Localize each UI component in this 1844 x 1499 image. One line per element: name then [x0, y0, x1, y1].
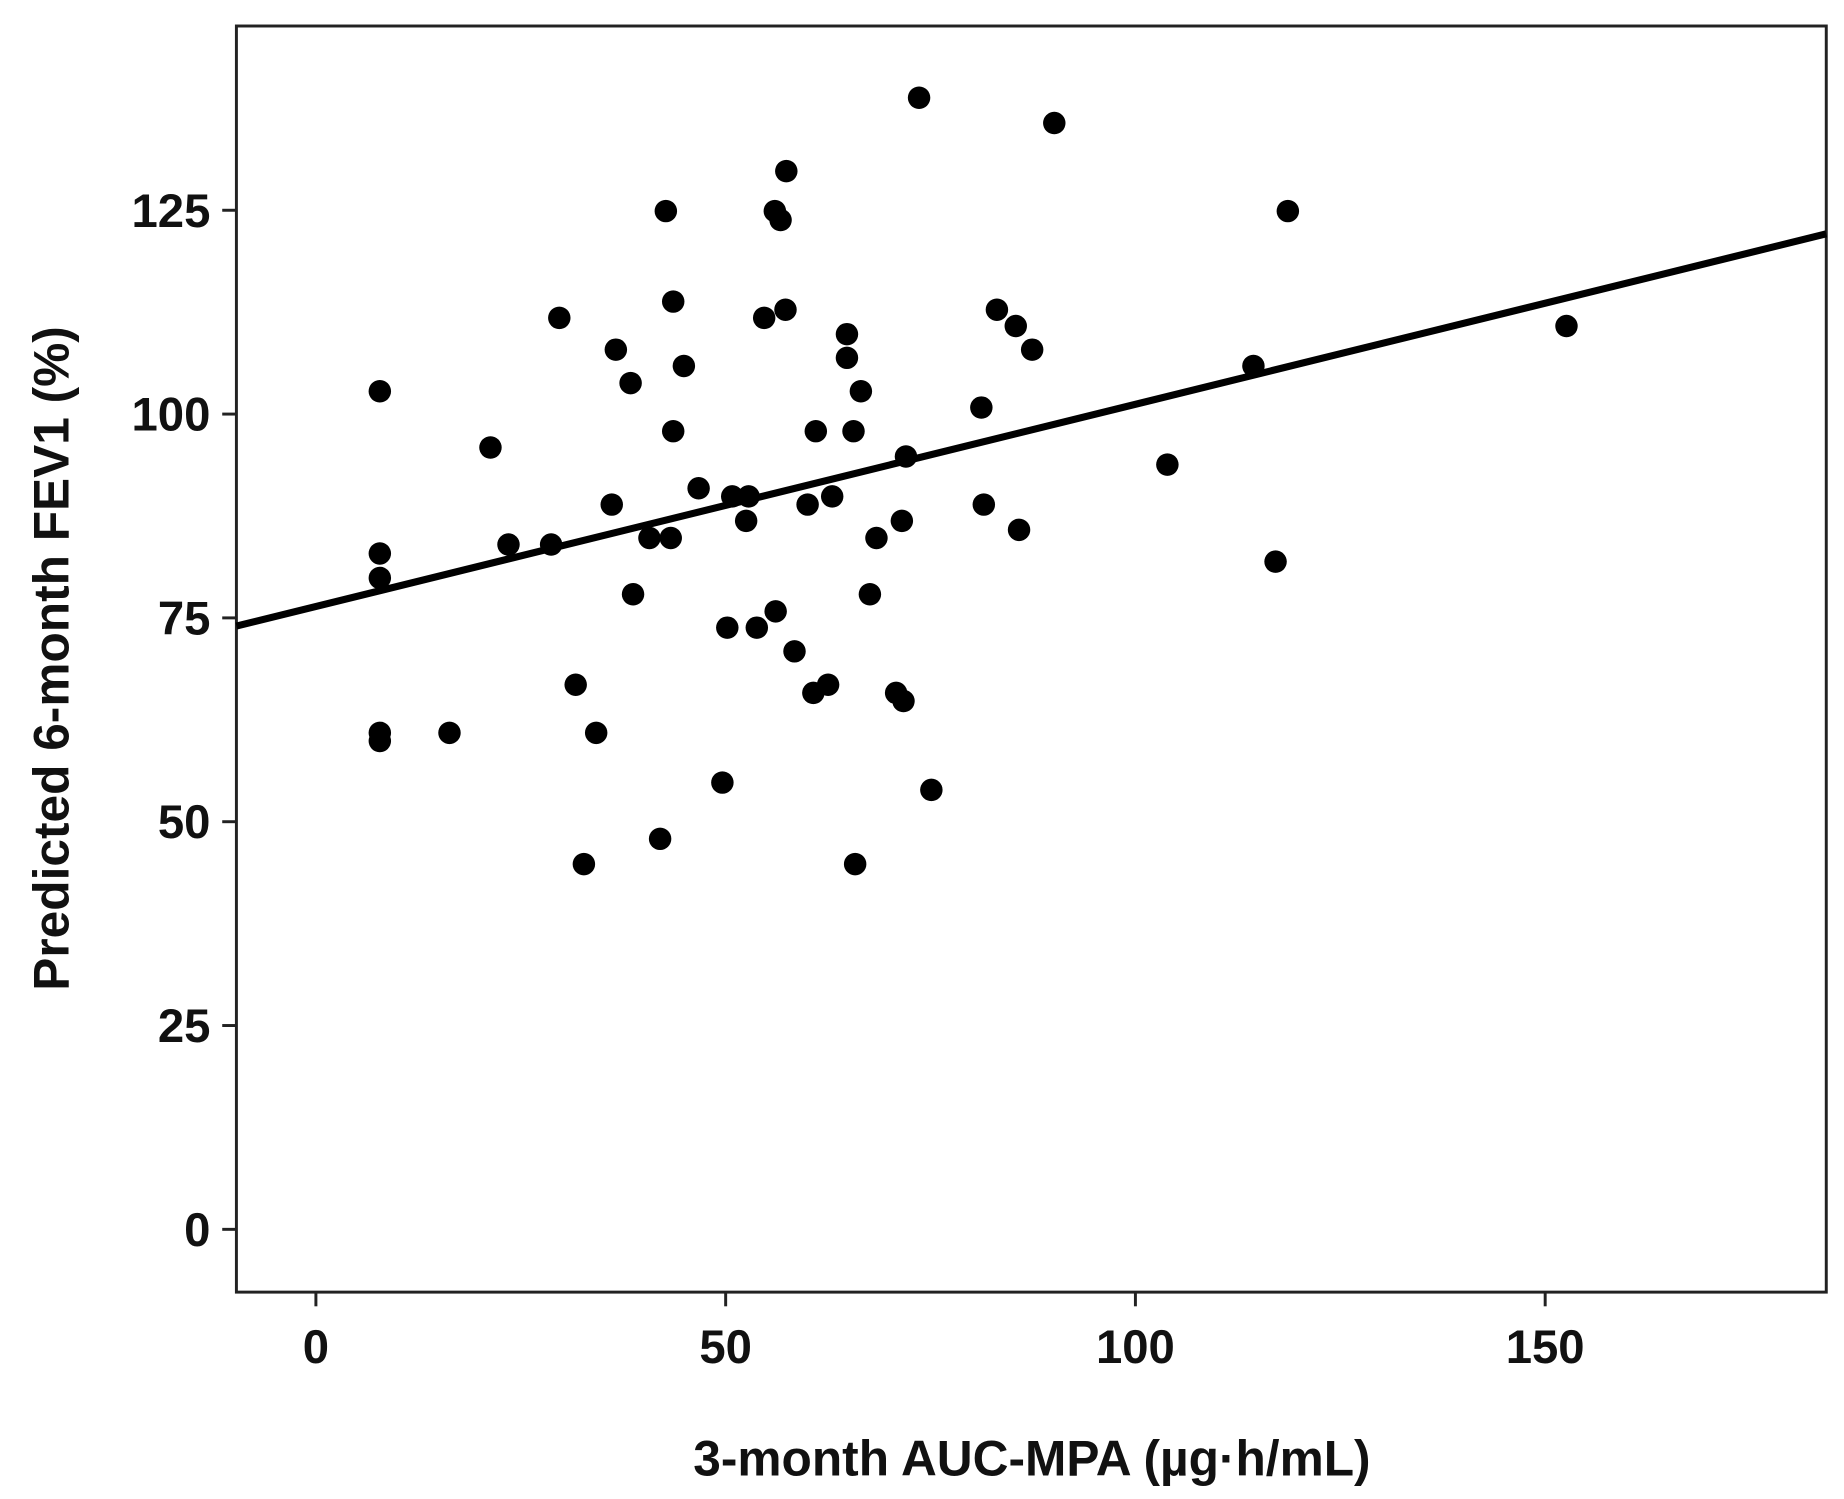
data-point: [972, 493, 996, 516]
data-point: [920, 778, 943, 802]
y-tick-label: 0: [184, 1204, 210, 1257]
y-tick-label: 100: [132, 389, 211, 442]
data-point: [584, 721, 608, 745]
data-point: [970, 396, 993, 419]
data-point: [1020, 338, 1044, 361]
data-point: [835, 322, 859, 346]
data-point: [752, 306, 776, 330]
data-point: [1264, 550, 1287, 573]
data-point: [672, 354, 696, 378]
data-point: [368, 542, 392, 565]
data-point: [775, 159, 798, 183]
data-point: [564, 673, 587, 696]
data-point: [737, 485, 760, 508]
data-point: [654, 199, 678, 223]
data-point: [1276, 199, 1300, 223]
data-point: [985, 298, 1009, 321]
data-point: [774, 298, 797, 321]
data-point: [438, 721, 461, 745]
data-point: [849, 380, 873, 403]
data-point: [1156, 453, 1179, 476]
y-tick-label: 125: [132, 185, 211, 238]
data-point: [734, 509, 758, 533]
data-point: [548, 306, 571, 330]
x-tick-label: 50: [699, 1321, 752, 1374]
data-point: [368, 380, 392, 403]
data-point: [1007, 518, 1031, 542]
data-point: [497, 533, 520, 556]
data-point: [687, 477, 710, 500]
data-point: [638, 526, 661, 550]
data-point: [659, 526, 682, 550]
data-point: [804, 419, 828, 443]
data-point: [711, 771, 734, 794]
y-tick-label: 75: [158, 592, 211, 645]
x-tick-label: 0: [303, 1321, 329, 1374]
data-point: [621, 583, 645, 606]
regression-line: [235, 230, 1828, 630]
data-point: [368, 566, 392, 590]
data-point: [1555, 314, 1578, 338]
data-point: [716, 616, 739, 639]
data-point: [600, 493, 623, 516]
data-point: [539, 533, 563, 556]
data-point: [745, 616, 769, 639]
data-point: [858, 583, 882, 606]
data-point: [796, 493, 819, 516]
x-tick-label: 150: [1506, 1321, 1585, 1374]
data-point: [720, 485, 744, 508]
data-point: [648, 827, 672, 851]
data-point: [368, 729, 392, 753]
data-point: [661, 419, 685, 443]
data-point: [843, 852, 867, 876]
x-axis-label: 3-month AUC-MPA (µg·h/mL): [693, 1430, 1370, 1486]
data-point: [865, 526, 888, 550]
y-tick-label: 25: [158, 1000, 211, 1053]
y-axis-label: Predicted 6-month FEV1 (%): [24, 326, 80, 991]
data-point: [619, 371, 642, 395]
data-point: [1242, 354, 1265, 378]
x-tick-label: 100: [1096, 1321, 1175, 1374]
data-point: [890, 509, 914, 533]
data-point: [892, 689, 915, 713]
data-point: [783, 640, 806, 663]
data-point: [572, 852, 596, 876]
data-point: [802, 681, 825, 705]
data-point: [1043, 111, 1066, 135]
data-point: [894, 445, 918, 468]
data-point: [479, 436, 502, 459]
data-point: [604, 338, 628, 361]
data-point: [907, 86, 931, 109]
data-point: [820, 485, 844, 508]
y-tick-label: 50: [158, 796, 211, 849]
plot-frame: [234, 24, 1828, 1294]
data-point: [764, 600, 787, 623]
data-point: [661, 290, 685, 313]
data-point: [835, 346, 859, 370]
data-point: [842, 419, 865, 443]
data-point: [769, 208, 792, 232]
data-point: [1004, 314, 1027, 338]
